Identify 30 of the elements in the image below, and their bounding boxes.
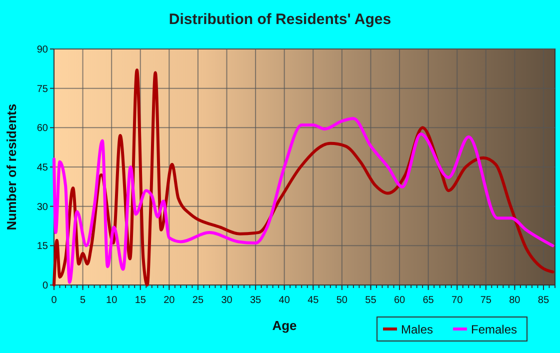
x-axis-title: Age	[272, 318, 297, 333]
x-tick-label: 10	[106, 295, 118, 306]
y-tick-label: 30	[36, 202, 48, 213]
x-tick-label: 5	[80, 295, 86, 306]
x-tick-label: 60	[394, 295, 406, 306]
x-tick-label: 80	[509, 295, 521, 306]
x-tick-label: 40	[278, 295, 290, 306]
y-tick-label: 15	[36, 241, 48, 252]
x-tick-label: 70	[452, 295, 464, 306]
x-tick-label: 55	[365, 295, 377, 306]
x-tick-label: 35	[250, 295, 262, 306]
x-tick-label: 45	[308, 295, 320, 306]
chart-title: Distribution of Residents' Ages	[168, 11, 392, 28]
legend-label: Males	[401, 322, 434, 336]
y-tick-label: 45	[36, 162, 48, 174]
x-tick-label: 65	[422, 295, 434, 306]
x-tick-label: 15	[134, 295, 146, 306]
x-tick-label: 20	[164, 295, 176, 306]
y-tick-label: 75	[36, 84, 48, 95]
y-tick-label: 90	[36, 44, 48, 56]
y-axis-title: Number of residents	[4, 104, 19, 230]
y-tick-label: 0	[42, 280, 48, 292]
x-tick-label: 85	[538, 295, 550, 306]
x-tick-label: 30	[221, 295, 233, 306]
x-tick-label: 75	[480, 295, 492, 306]
x-tick-label: 50	[336, 295, 348, 306]
legend-label: Females	[471, 322, 518, 336]
y-tick-label: 60	[36, 123, 48, 134]
x-tick-label: 0	[51, 295, 58, 306]
x-tick-label: 25	[192, 295, 204, 306]
